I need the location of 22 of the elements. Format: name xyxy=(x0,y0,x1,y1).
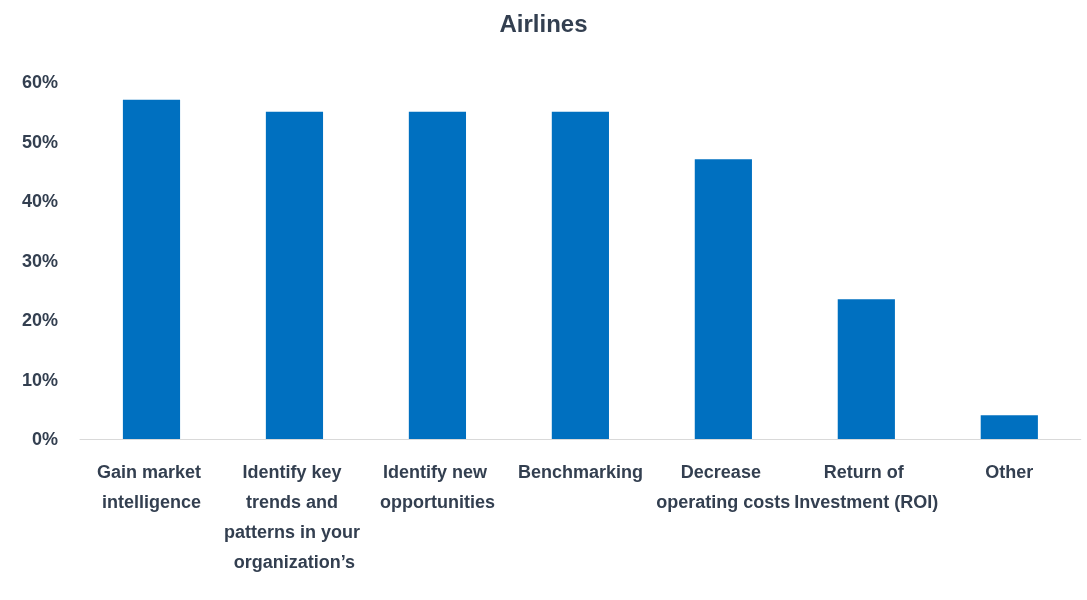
bar xyxy=(265,111,324,439)
bar xyxy=(551,111,609,439)
y-tick-label: 0% xyxy=(31,429,58,449)
y-tick-label: 30% xyxy=(21,250,58,271)
bar xyxy=(122,99,181,439)
x-tick-label: Gain market intelligence xyxy=(96,462,207,512)
x-tick-label: Benchmarking xyxy=(517,462,643,482)
y-tick-label: 40% xyxy=(21,191,58,211)
x-tick-label: Other xyxy=(985,462,1034,482)
chart-title: Airlines xyxy=(499,9,588,37)
bar xyxy=(408,111,467,439)
bar xyxy=(980,415,1038,439)
y-tick-label: 10% xyxy=(21,369,58,390)
bar xyxy=(837,299,895,439)
y-tick-label: 50% xyxy=(21,131,58,152)
y-tick-label: 20% xyxy=(21,310,58,330)
x-tick-label: Return of Investment (ROI) xyxy=(794,462,939,512)
y-tick-label: 60% xyxy=(21,72,58,92)
x-tick-label: Identify new opportunities xyxy=(379,462,495,512)
x-tick-label: Decrease operating costs xyxy=(656,462,791,512)
bar xyxy=(694,159,752,439)
x-tick-label: Identify key trends and patterns in your organization’s xyxy=(223,462,365,572)
